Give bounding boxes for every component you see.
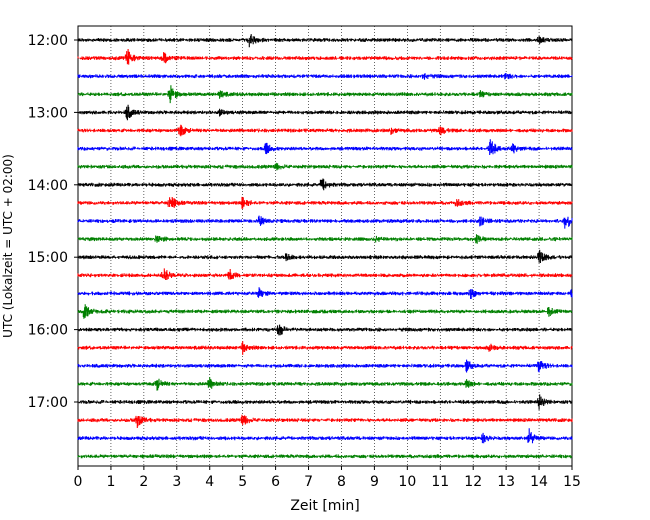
x-tick-label-5: 5 (238, 474, 247, 490)
traces (77, 34, 573, 459)
y-tick-label-17:00: 17:00 (28, 395, 68, 411)
y-tick-label-15:00: 15:00 (28, 250, 68, 266)
trace-13:15 (77, 124, 573, 137)
grid-lines (110, 26, 540, 466)
x-tick-label-10: 10 (398, 474, 416, 490)
y-tick-label-16:00: 16:00 (28, 323, 68, 339)
x-tick-label-4: 4 (205, 474, 214, 490)
y-axis-ticks: 12:00 13:00 14:00 15:00 16:00 17:00 (28, 33, 78, 411)
trace-14:30 (77, 215, 573, 229)
x-tick-label-14: 14 (530, 474, 548, 490)
plot-frame (77, 25, 573, 467)
x-axis-ticks: 0 1 2 3 4 5 6 7 8 9 10 11 12 13 14 15 (74, 466, 581, 490)
trace-14:45 (77, 234, 573, 244)
x-tick-label-1: 1 (106, 474, 115, 490)
trace-13:30 (77, 139, 573, 155)
trace-13:45 (77, 162, 573, 171)
trace-12:30 (77, 73, 573, 80)
y-tick-label-14:00: 14:00 (28, 178, 68, 194)
x-tick-label-7: 7 (304, 474, 313, 490)
trace-16:15 (77, 341, 573, 355)
trace-12:15 (77, 49, 573, 65)
x-tick-label-12: 12 (464, 474, 482, 490)
trace-16:30 (77, 359, 573, 373)
trace-16:45 (77, 377, 573, 391)
y-axis-label: UTC (Lokalzeit = UTC + 02:00) (1, 154, 15, 338)
x-tick-label-9: 9 (370, 474, 379, 490)
trace-15:15 (77, 268, 573, 280)
x-tick-label-11: 11 (431, 474, 449, 490)
x-tick-label-3: 3 (172, 474, 181, 490)
x-tick-label-15: 15 (563, 474, 581, 490)
trace-15:00 (77, 249, 573, 263)
trace-15:45 (77, 304, 573, 319)
y-tick-label-12:00: 12:00 (28, 33, 68, 49)
x-tick-label-2: 2 (139, 474, 148, 490)
trace-17:30 (77, 428, 573, 444)
x-axis-label: Zeit [min] (290, 498, 359, 514)
y-tick-label-13:00: 13:00 (28, 105, 68, 121)
x-tick-label-6: 6 (271, 474, 280, 490)
x-tick-label-0: 0 (74, 474, 83, 490)
x-tick-label-8: 8 (337, 474, 346, 490)
trace-15:30 (77, 287, 573, 299)
trace-14:15 (77, 196, 573, 209)
trace-17:45 (77, 454, 573, 459)
x-tick-label-13: 13 (497, 474, 515, 490)
trace-12:45 (77, 85, 573, 104)
trace-17:15 (77, 414, 573, 428)
